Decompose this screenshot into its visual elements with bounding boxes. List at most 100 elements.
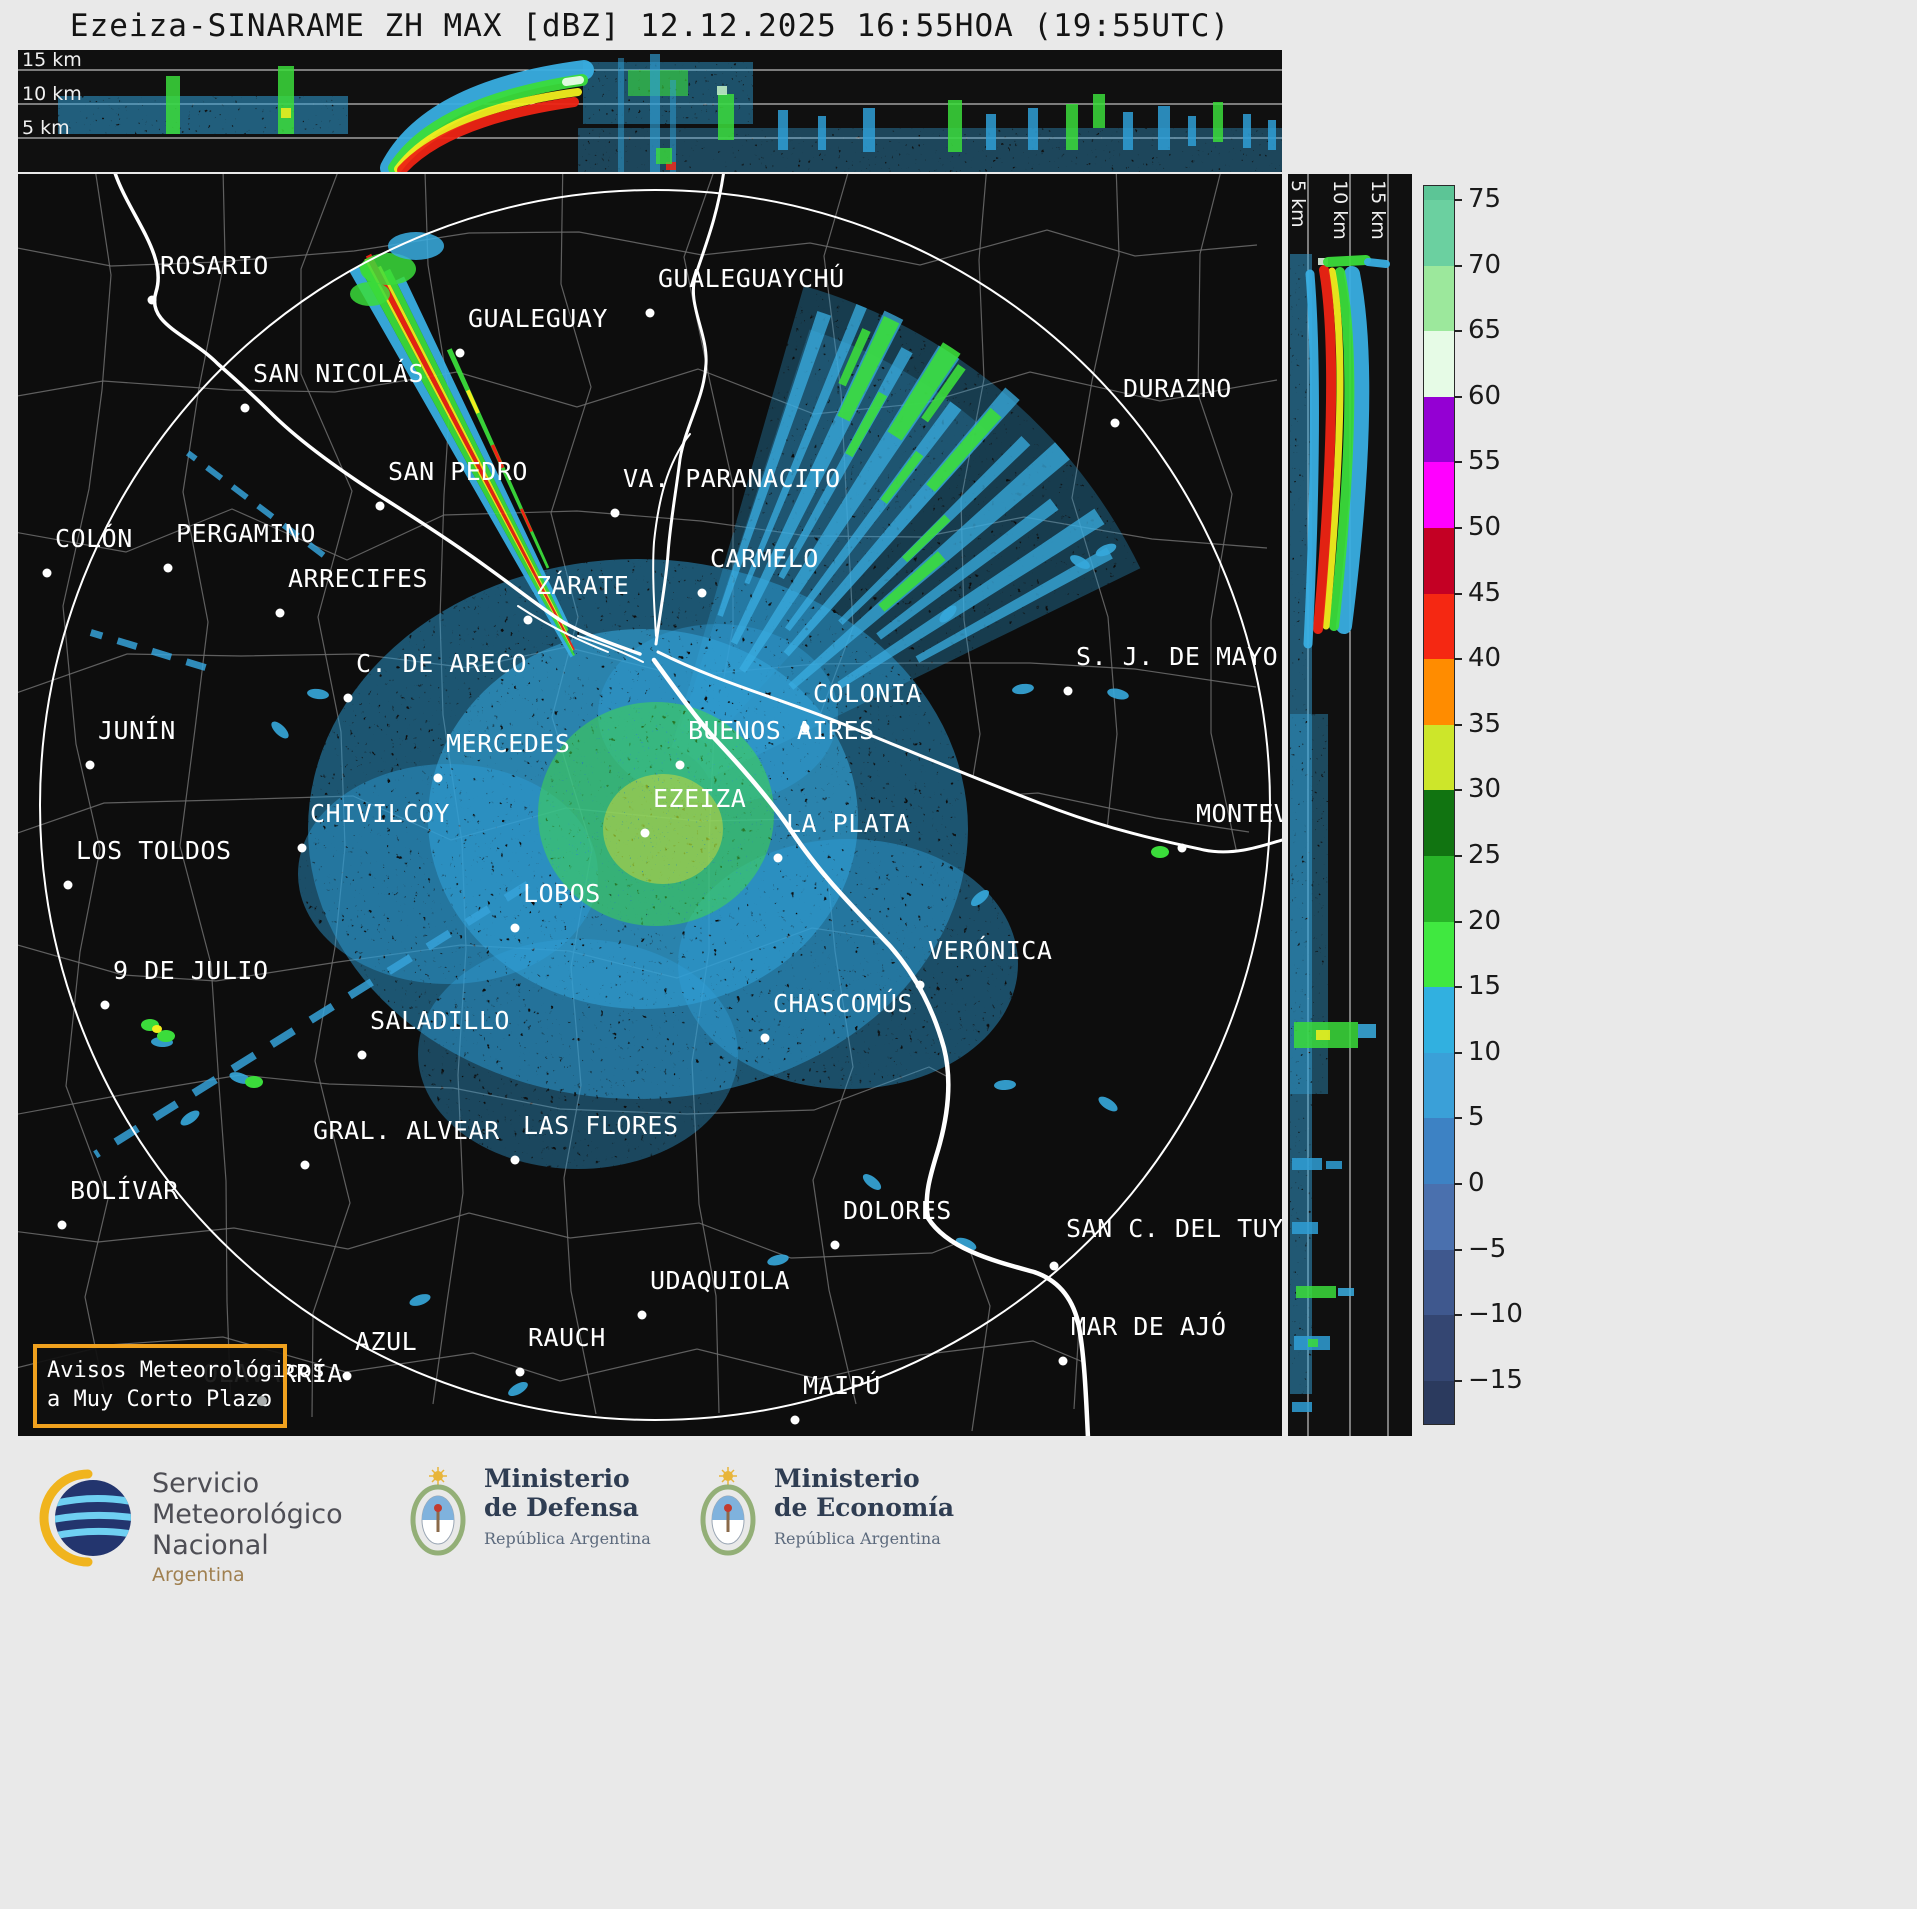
colorbar-segment xyxy=(1424,1380,1454,1424)
smn-country: Argentina xyxy=(152,1564,245,1586)
argentina-coat-of-arms xyxy=(700,1467,756,1556)
ministry-name-line: de Defensa xyxy=(484,1493,639,1522)
colorbar-segment xyxy=(1424,186,1454,200)
colorbar-tick xyxy=(1454,920,1462,923)
city: LA PLATA xyxy=(773,809,910,863)
colorbar-segment xyxy=(1424,1315,1454,1382)
city-label: SALADILLO xyxy=(370,1006,510,1035)
city-dot xyxy=(1063,686,1073,696)
city-label: C. DE ARECO xyxy=(356,649,527,678)
city-label: LA PLATA xyxy=(786,809,910,838)
colorbar-tick xyxy=(1454,592,1462,595)
echo-speck-green xyxy=(245,1076,263,1088)
colorbar-segment xyxy=(1424,593,1454,660)
city: C. DE ARECO xyxy=(343,649,527,703)
city-dot xyxy=(57,1220,67,1230)
colorbar-tick xyxy=(1454,789,1462,792)
echo-spoke xyxy=(915,547,1113,663)
colorbar-segment xyxy=(1424,1052,1454,1120)
city-dot xyxy=(375,501,385,511)
colorbar-tick-label: 55 xyxy=(1468,446,1502,477)
echo-spoke-green xyxy=(878,551,946,612)
echo-column xyxy=(1066,104,1078,150)
smn-brand: Servicio Meteorológico Nacional Argentin… xyxy=(38,1468,343,1586)
altitude-label: 10 km xyxy=(22,83,82,105)
echo-column xyxy=(1296,1286,1336,1298)
city: DURAZNO xyxy=(1110,374,1231,428)
echo-spoke-green xyxy=(921,364,966,423)
city: ZÁRATE xyxy=(523,571,629,625)
colorbar-tick-label: 45 xyxy=(1468,577,1502,608)
city: LOBOS xyxy=(510,879,600,933)
echo-speck xyxy=(180,1110,200,1126)
city-label: CHASCOMÚS xyxy=(773,988,913,1018)
altitude-label: 10 km xyxy=(1329,180,1351,240)
echo-speck xyxy=(1098,1096,1118,1112)
city-label: BUENOS AIRES xyxy=(688,716,875,745)
city: JUNÍN xyxy=(85,716,175,770)
storm-arc xyxy=(1303,269,1319,649)
top-profile-plot: 15 km 10 km 5 km xyxy=(18,49,1282,178)
colorbar-tick xyxy=(1454,1379,1462,1382)
smn-logo xyxy=(39,1469,131,1567)
city-label: CARMELO xyxy=(710,544,819,573)
colorbar-tick-label: 60 xyxy=(1468,380,1502,411)
city-dot xyxy=(800,723,810,733)
city-dot xyxy=(510,1155,520,1165)
city-dot-covered xyxy=(257,1396,267,1406)
city-label: SAN PEDRO xyxy=(388,457,528,486)
storm-tip xyxy=(360,253,416,285)
colorbar-tick xyxy=(1454,1183,1462,1185)
city-dot xyxy=(1177,843,1187,853)
colorbar-tick xyxy=(1454,264,1462,267)
city-label: ROSARIO xyxy=(160,251,269,280)
city: VERÓNICA xyxy=(915,935,1052,990)
echo-speck xyxy=(409,1294,431,1306)
city: AZUL xyxy=(342,1327,417,1381)
city-dot xyxy=(610,508,620,518)
altitude-label: 15 km xyxy=(1367,180,1389,240)
colorbar-tick xyxy=(1454,986,1462,989)
parana-river xyxy=(112,168,642,656)
argentine-coast xyxy=(651,657,1091,1441)
colorbar-tick-label: 5 xyxy=(1468,1102,1485,1133)
city: DOLORES xyxy=(830,1196,951,1250)
city-dot xyxy=(163,563,173,573)
city: SALADILLO xyxy=(357,1006,510,1060)
echo-spoke xyxy=(744,303,867,585)
city: COLONIA xyxy=(800,679,921,733)
defensa-brand: Ministerio de Defensa República Argentin… xyxy=(406,1464,651,1564)
city-dot xyxy=(830,1240,840,1250)
colorbar-tick-label: −15 xyxy=(1468,1364,1523,1395)
storm-tip xyxy=(350,282,390,306)
echo-column xyxy=(618,58,624,172)
echo-speck-yellow xyxy=(152,1025,162,1033)
storm-streak-band xyxy=(349,266,574,658)
storm-arc xyxy=(1336,266,1370,634)
colorbar-tick-label: 15 xyxy=(1468,970,1502,1001)
echo-column xyxy=(1316,1030,1330,1040)
city-label: ZÁRATE xyxy=(536,571,629,600)
alert-box[interactable]: Avisos Meteorológicos a Muy Corto Plazo xyxy=(33,1344,325,1428)
colorbar-segment xyxy=(1424,1118,1454,1185)
city: 9 DE JULIO xyxy=(100,956,268,1010)
echo-spoke xyxy=(717,311,832,617)
boundary-line xyxy=(179,167,232,1409)
top-profile-panel: 15 km 10 km 5 km xyxy=(18,49,1282,178)
boundary-line xyxy=(0,368,1278,415)
boundary-line xyxy=(0,229,1258,267)
echo-speck xyxy=(767,1254,789,1266)
echo-column xyxy=(278,66,294,134)
colorbar-segment xyxy=(1424,1249,1454,1316)
colorbar-tick-label: 65 xyxy=(1468,314,1502,345)
city: COLÓN xyxy=(42,523,132,578)
city: UDAQUIOLA xyxy=(637,1266,789,1320)
echo-column xyxy=(650,54,660,172)
city-dot xyxy=(357,1050,367,1060)
page-title: Ezeiza-SINARAME ZH MAX [dBZ] 12.12.2025 … xyxy=(69,8,1231,44)
altitude-label: 5 km xyxy=(22,117,70,139)
echo-column xyxy=(166,76,180,134)
smn-name-line: Meteorológico xyxy=(152,1499,343,1530)
storm-arc xyxy=(397,97,579,175)
city-dot xyxy=(760,1033,770,1043)
